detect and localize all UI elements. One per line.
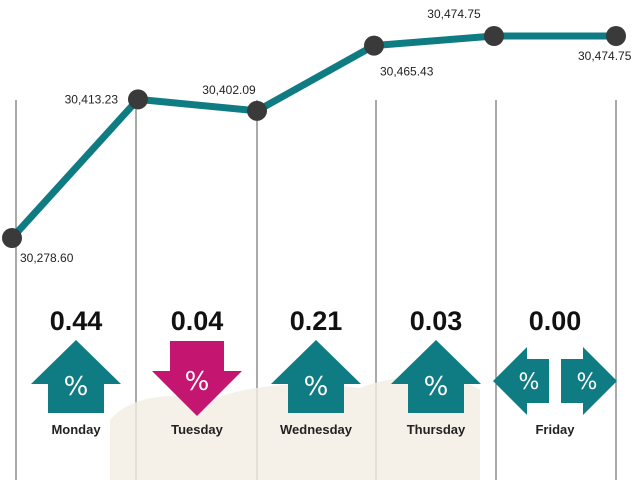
- index-line: [8, 32, 620, 242]
- data-label-3: 30,465.43: [380, 65, 434, 79]
- percent-symbol-right-4: %: [577, 370, 598, 395]
- data-label-2: 30,402.09: [202, 83, 256, 97]
- data-point-1: [128, 89, 148, 110]
- data-label-1: 30,413.23: [65, 92, 119, 106]
- data-point-5: [606, 26, 626, 46]
- data-point-3: [364, 35, 384, 56]
- data-point-4: [484, 26, 504, 46]
- percent-change-2: 0.21: [290, 306, 343, 336]
- up-arrow-icon: [31, 340, 121, 413]
- day-label-2: Wednesday: [280, 422, 353, 437]
- day-label-1: Tuesday: [171, 422, 224, 437]
- percent-symbol-2: %: [304, 372, 329, 402]
- percent-symbol-1: %: [185, 367, 210, 397]
- up-arrow-icon: [271, 340, 361, 413]
- up-arrow-icon: [391, 340, 481, 413]
- data-point-0: [2, 228, 22, 248]
- percent-symbol-0: %: [64, 372, 89, 402]
- percent-change-0: 0.44: [50, 306, 103, 336]
- down-arrow-icon: [152, 341, 242, 416]
- percent-change-3: 0.03: [410, 306, 463, 336]
- day-label-4: Friday: [535, 422, 575, 437]
- data-label-4: 30,474.75: [427, 7, 481, 21]
- percent-symbol-3: %: [424, 372, 449, 402]
- day-label-0: Monday: [51, 422, 101, 437]
- right-arrow-icon: [561, 347, 617, 415]
- data-point-2: [247, 100, 267, 121]
- day-label-3: Thursday: [407, 422, 466, 437]
- data-label-0: 30,278.60: [20, 251, 74, 265]
- data-label-5: 30,474.75: [578, 49, 632, 63]
- percent-change-1: 0.04: [171, 306, 224, 336]
- percent-symbol-left-4: %: [519, 370, 540, 395]
- percent-change-4: 0.00: [529, 306, 582, 336]
- left-arrow-icon: [493, 347, 549, 415]
